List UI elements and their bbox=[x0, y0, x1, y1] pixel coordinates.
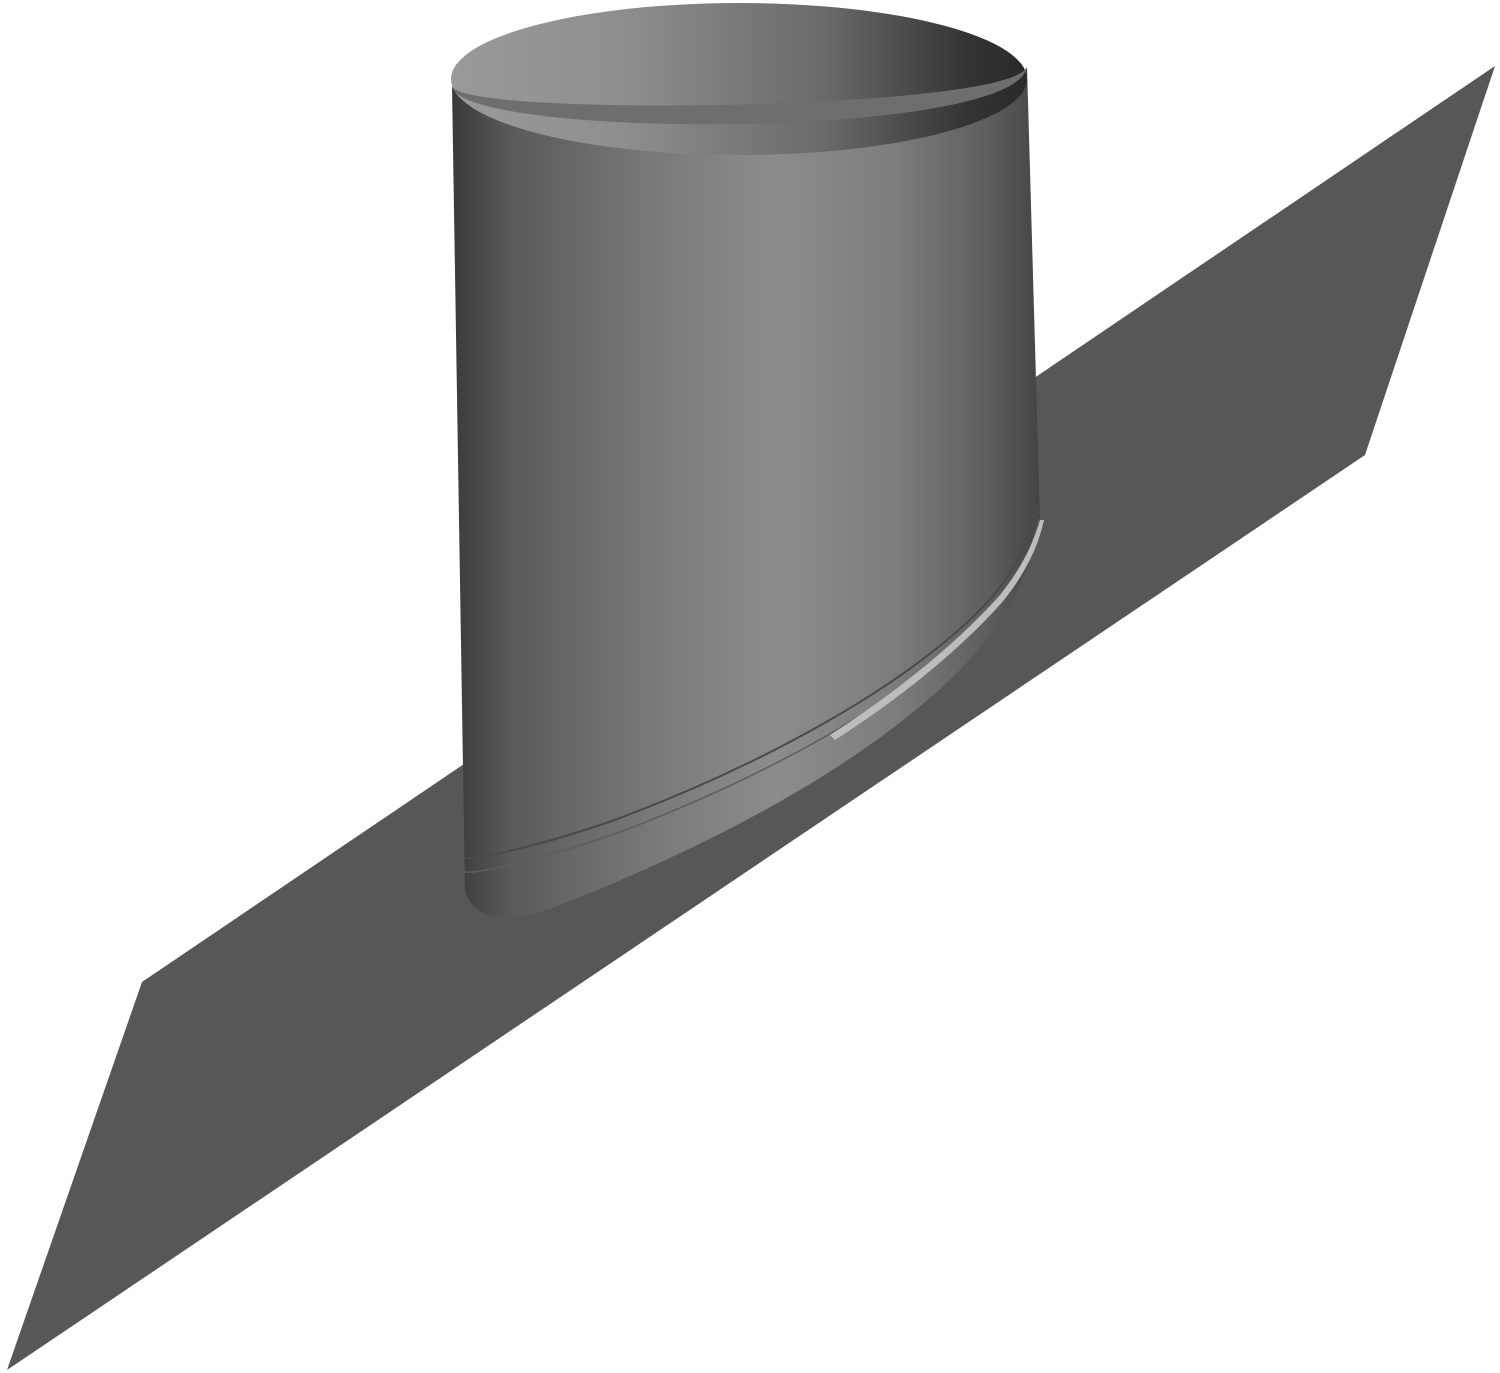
pipe-opening bbox=[451, 3, 1027, 155]
pipe-body bbox=[452, 66, 1040, 918]
pipe-seam-line bbox=[464, 504, 1039, 860]
pipe-rim-front bbox=[452, 66, 1027, 125]
